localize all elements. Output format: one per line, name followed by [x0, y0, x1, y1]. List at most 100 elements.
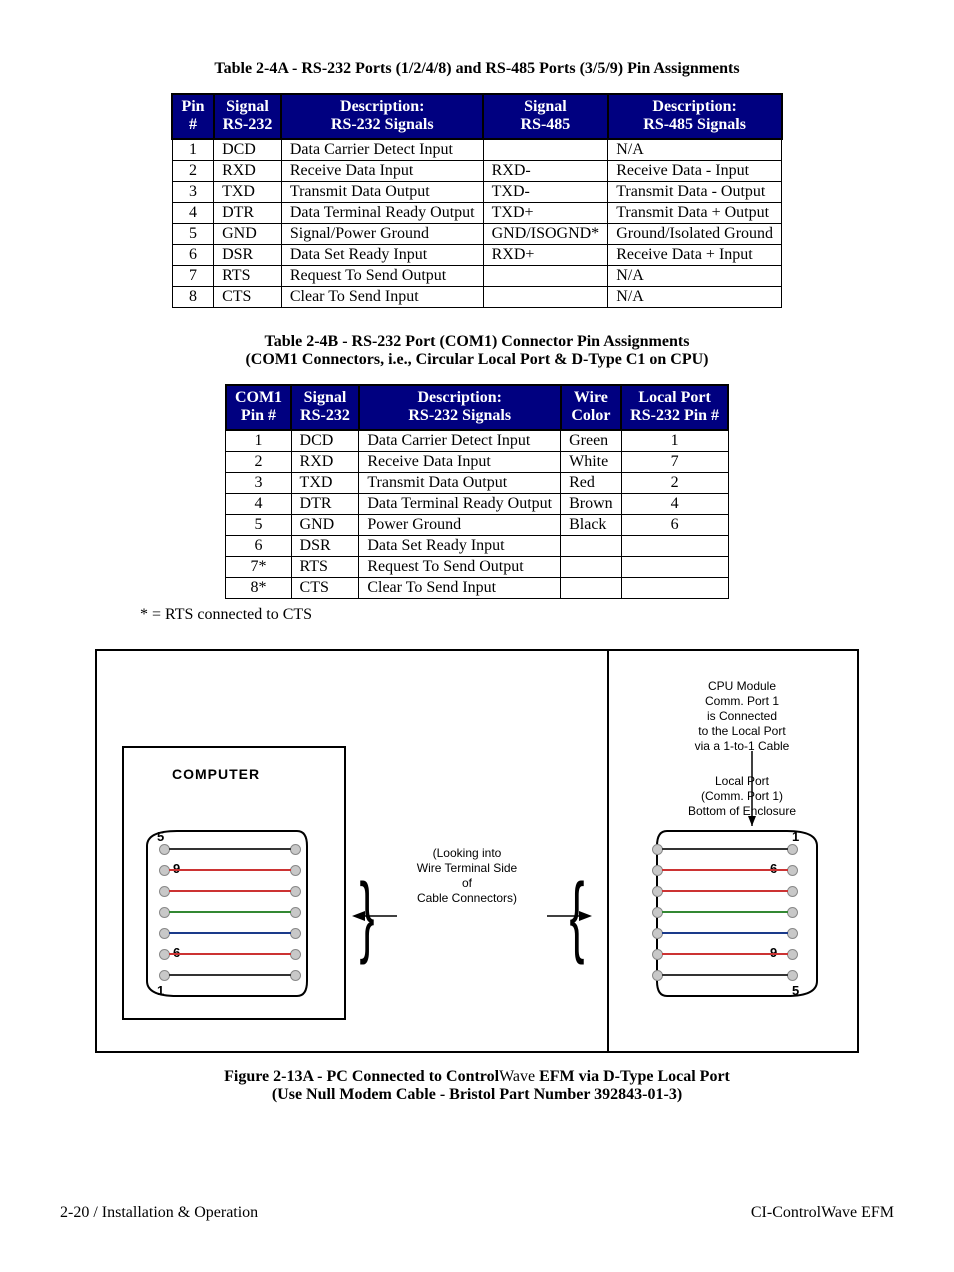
table-b-cell: Black: [561, 514, 622, 535]
table-b-cell: DTR: [291, 493, 359, 514]
table-a-cell: 5: [172, 223, 213, 244]
table-a-cell: GND/ISOGND*: [483, 223, 608, 244]
table-b-header: Local PortRS-232 Pin #: [621, 385, 728, 430]
table-a-cell: N/A: [608, 265, 782, 286]
table-b-cell: [561, 577, 622, 598]
table-b-cell: Clear To Send Input: [359, 577, 561, 598]
table-b-cell: 7: [621, 451, 728, 472]
table-b-cell: 3: [226, 472, 291, 493]
table-b-cell: 5: [226, 514, 291, 535]
table-a-header: Description:RS-232 Signals: [281, 94, 483, 139]
table-a-cell: Receive Data + Input: [608, 244, 782, 265]
table-a-cell: Data Carrier Detect Input: [281, 139, 483, 161]
table-a-cell: Receive Data Input: [281, 160, 483, 181]
table-a-cell: TXD+: [483, 202, 608, 223]
computer-label: COMPUTER: [172, 766, 260, 782]
table-a-cell: Signal/Power Ground: [281, 223, 483, 244]
footer-right: CI-ControlWave EFM: [751, 1204, 894, 1222]
table-b-caption: Table 2-4B - RS-232 Port (COM1) Connecto…: [60, 333, 894, 369]
table-b-cell: GND: [291, 514, 359, 535]
table-a-caption: Table 2-4A - RS-232 Ports (1/2/4/8) and …: [60, 60, 894, 78]
table-b-cell: Transmit Data Output: [359, 472, 561, 493]
table-b-cell: [561, 556, 622, 577]
wire: [169, 932, 291, 934]
table-a-cell: N/A: [608, 286, 782, 307]
connector-pin: [787, 907, 798, 918]
arrows: [347, 906, 597, 926]
table-a: Pin#SignalRS-232Description:RS-232 Signa…: [171, 93, 782, 308]
table-a-cell: [483, 139, 608, 161]
table-b: COM1Pin #SignalRS-232Description:RS-232 …: [225, 384, 729, 599]
table-a-cell: Transmit Data Output: [281, 181, 483, 202]
table-a-header: Pin#: [172, 94, 213, 139]
figure-caption-1c: EFM via D-Type Local Port: [535, 1068, 730, 1085]
figure-caption-1b: Wave: [499, 1068, 535, 1085]
wire: [662, 848, 788, 850]
wire: [662, 890, 788, 892]
wire: [662, 869, 788, 871]
table-a-cell: Receive Data - Input: [608, 160, 782, 181]
page-footer: 2-20 / Installation & Operation CI-Contr…: [60, 1204, 894, 1222]
table-a-cell: Transmit Data - Output: [608, 181, 782, 202]
table-b-cell: [621, 556, 728, 577]
table-b-cell: DSR: [291, 535, 359, 556]
wire: [662, 974, 788, 976]
wire: [169, 911, 291, 913]
table-b-cell: TXD: [291, 472, 359, 493]
connector-pin: [290, 928, 301, 939]
wire: [169, 890, 291, 892]
table-a-cell: 8: [172, 286, 213, 307]
table-a-cell: DTR: [214, 202, 282, 223]
table-a-cell: [483, 265, 608, 286]
table-b-cell: 6: [621, 514, 728, 535]
table-b-cell: DCD: [291, 430, 359, 452]
table-a-cell: 3: [172, 181, 213, 202]
table-a-cell: CTS: [214, 286, 282, 307]
table-a-header: SignalRS-485: [483, 94, 608, 139]
table-b-footnote: * = RTS connected to CTS: [140, 606, 894, 624]
table-b-header: COM1Pin #: [226, 385, 291, 430]
wire: [662, 911, 788, 913]
table-b-cell: [621, 535, 728, 556]
table-b-cell: White: [561, 451, 622, 472]
table-a-cell: RTS: [214, 265, 282, 286]
wire: [169, 974, 291, 976]
table-a-cell: Request To Send Output: [281, 265, 483, 286]
wire: [169, 869, 291, 871]
table-a-cell: [483, 286, 608, 307]
table-b-cell: Request To Send Output: [359, 556, 561, 577]
table-b-cell: Data Set Ready Input: [359, 535, 561, 556]
wire: [662, 953, 788, 955]
looking-text: (Looking intoWire Terminal SideofCable C…: [387, 846, 547, 906]
wire: [169, 848, 291, 850]
pin-number: 5: [792, 983, 799, 998]
pin-number: 1: [792, 829, 799, 844]
table-a-cell: 4: [172, 202, 213, 223]
table-a-header: SignalRS-232: [214, 94, 282, 139]
connector-pin: [290, 886, 301, 897]
wire: [662, 932, 788, 934]
table-b-cell: Brown: [561, 493, 622, 514]
connector-pin: [290, 865, 301, 876]
connector-pin: [290, 907, 301, 918]
figure-caption-2: (Use Null Modem Cable - Bristol Part Num…: [272, 1086, 682, 1103]
table-a-cell: Ground/Isolated Ground: [608, 223, 782, 244]
table-b-cell: 8*: [226, 577, 291, 598]
connector-pin: [290, 844, 301, 855]
table-b-cell: 4: [226, 493, 291, 514]
table-b-cell: 2: [621, 472, 728, 493]
connector-pin: [290, 970, 301, 981]
table-a-cell: Data Terminal Ready Output: [281, 202, 483, 223]
table-b-header: SignalRS-232: [291, 385, 359, 430]
table-b-cell: Receive Data Input: [359, 451, 561, 472]
table-a-cell: TXD-: [483, 181, 608, 202]
figure-caption-1a: Figure 2-13A - PC Connected to Control: [224, 1068, 499, 1085]
table-b-cell: RXD: [291, 451, 359, 472]
connector-pin: [787, 886, 798, 897]
wire: [169, 953, 291, 955]
table-b-cell: 1: [621, 430, 728, 452]
pin-number: 1: [157, 983, 164, 998]
table-b-cell: Red: [561, 472, 622, 493]
table-a-cell: 7: [172, 265, 213, 286]
table-a-cell: Clear To Send Input: [281, 286, 483, 307]
